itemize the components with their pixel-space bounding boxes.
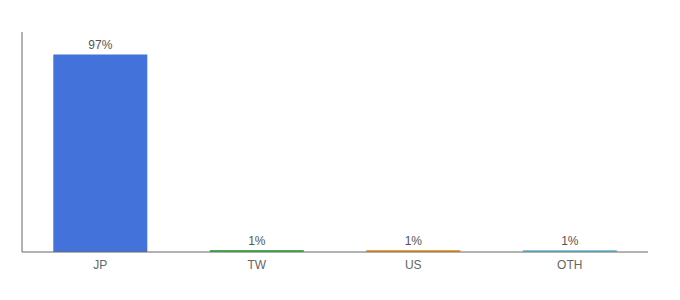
svg-text:1%: 1% (561, 234, 579, 248)
svg-text:US: US (405, 258, 422, 272)
svg-text:97%: 97% (88, 38, 112, 52)
svg-text:OTH: OTH (557, 258, 582, 272)
svg-text:1%: 1% (248, 234, 266, 248)
svg-text:JP: JP (93, 258, 107, 272)
svg-text:1%: 1% (405, 234, 423, 248)
svg-text:TW: TW (247, 258, 266, 272)
